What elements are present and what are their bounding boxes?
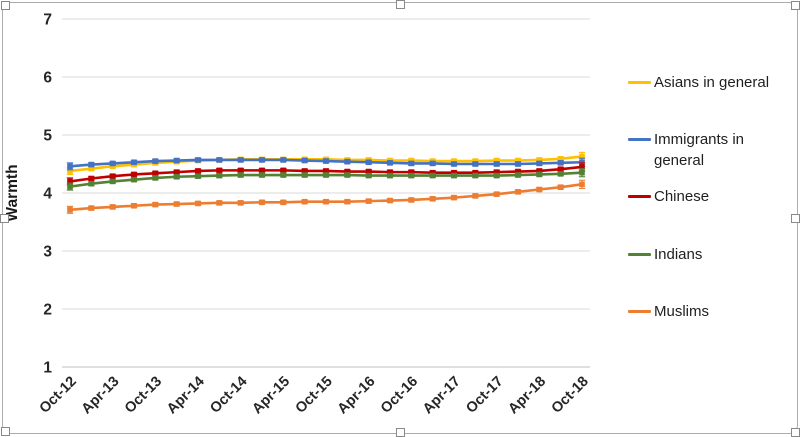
x-tick-label: Oct-18 [549, 374, 592, 417]
legend-label: Chinese [654, 188, 710, 205]
y-tick-label: 7 [43, 12, 52, 29]
y-tick-label: 2 [43, 302, 52, 319]
x-tick-label: Apr-15 [249, 374, 293, 418]
x-tick-label: Apr-17 [420, 374, 464, 418]
y-tick-label: 6 [43, 70, 52, 87]
resize-handle-top-left[interactable] [1, 1, 10, 10]
resize-handle-bottom-right[interactable] [791, 428, 800, 437]
resize-handle-middle-right[interactable] [791, 214, 800, 223]
y-tick-label: 1 [43, 360, 52, 377]
legend-item-chinese[interactable]: Chinese [628, 186, 709, 207]
x-tick-label: Oct-12 [37, 374, 80, 417]
x-tick-label: Apr-16 [335, 374, 379, 418]
y-tick-label: 3 [43, 244, 52, 261]
series-line[interactable] [68, 171, 584, 188]
resize-handle-bottom-left[interactable] [1, 427, 10, 436]
legend-label: Indians [654, 246, 703, 263]
legend-label: Muslims [654, 303, 709, 320]
resize-handle-middle-left[interactable] [0, 214, 9, 223]
legend-swatch-indians-icon [628, 253, 651, 256]
legend-swatch-immigrants-icon [628, 138, 651, 141]
x-tick-label: Apr-18 [505, 374, 549, 418]
x-tick-label: Oct-15 [293, 374, 336, 417]
legend-item-indians[interactable]: Indians [628, 244, 702, 265]
x-tick-label: Oct-13 [122, 374, 165, 417]
legend-swatch-asians-icon [628, 81, 651, 84]
series-line[interactable] [68, 165, 584, 183]
legend-swatch-chinese-icon [628, 195, 651, 198]
series-line[interactable] [68, 183, 584, 212]
legend-label: Asians in general [654, 74, 770, 91]
legend-swatch-muslims-icon [628, 310, 651, 313]
legend-item-asians-in-general[interactable]: Asians in general [628, 72, 769, 93]
y-tick-label: 5 [43, 128, 52, 145]
legend-item-muslims[interactable]: Muslims [628, 301, 709, 322]
y-tick-label: 4 [43, 186, 52, 203]
x-tick-label: Oct-17 [463, 374, 506, 417]
resize-handle-top-middle[interactable] [396, 0, 405, 9]
x-tick-label: Oct-14 [207, 374, 250, 417]
resize-handle-bottom-middle[interactable] [396, 428, 405, 437]
series-line[interactable] [68, 158, 584, 168]
legend-label: Immigrants in general [654, 131, 745, 169]
resize-handle-top-right[interactable] [791, 1, 800, 10]
x-tick-label: Apr-13 [79, 374, 123, 418]
legend-item-immigrants-in-general[interactable]: Immigrants in general [628, 129, 776, 171]
y-axis-title: Warmth [4, 164, 21, 221]
x-tick-label: Oct-16 [378, 374, 421, 417]
x-tick-label: Apr-14 [164, 374, 208, 418]
series-muslims[interactable] [66, 179, 586, 214]
